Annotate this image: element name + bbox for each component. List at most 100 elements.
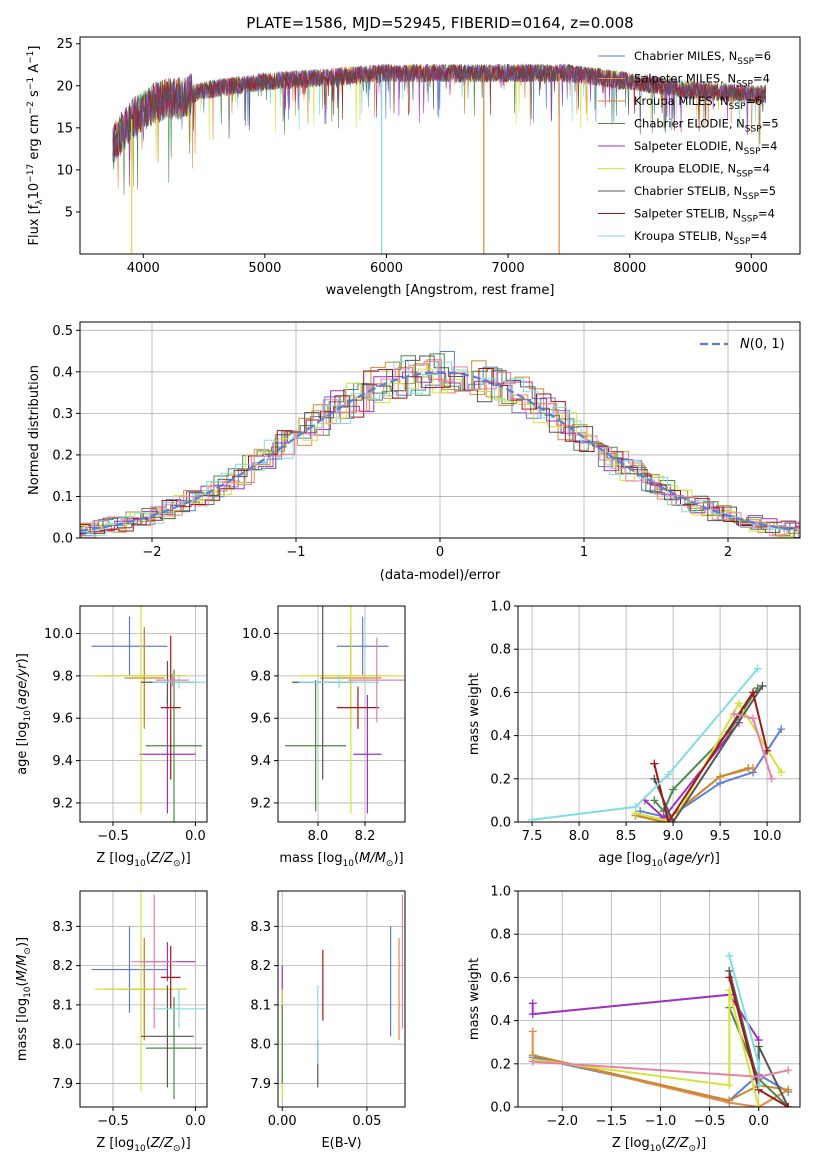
x-tick-label: 8.2 — [355, 829, 376, 844]
plot-area — [281, 894, 404, 1100]
mass-weight-line — [531, 667, 759, 821]
errorbar-point — [124, 627, 165, 729]
y-axis-label: age [log10(age/yr)] — [15, 653, 33, 775]
mass-weight-marker — [730, 710, 739, 718]
histogram-step — [80, 355, 800, 538]
x-tick-label: −1.5 — [596, 1114, 628, 1129]
axes-frame — [517, 890, 801, 1108]
mass-weight-marker — [664, 770, 673, 779]
mass-weight-marker — [749, 714, 757, 723]
y-tick-label: 25 — [56, 37, 73, 52]
plot-area — [112, 63, 766, 254]
errorbar-point — [299, 675, 380, 689]
mass-weight-line — [531, 993, 760, 1041]
x-tick-label: −0.5 — [97, 829, 129, 844]
y-tick-label: 9.2 — [250, 796, 271, 811]
mass-weight-marker — [758, 681, 767, 690]
mass-weight-line — [532, 990, 760, 1107]
y-tick-label: 0.8 — [490, 928, 511, 943]
mass-weight-marker — [669, 818, 678, 822]
y-tick-label: 0.4 — [490, 729, 511, 744]
axes-frame — [79, 36, 801, 255]
axes-frame — [79, 890, 208, 1108]
y-tick-label: 8.3 — [52, 920, 73, 935]
histogram-step — [80, 371, 800, 535]
x-tick-label: −0.5 — [694, 1114, 726, 1129]
histogram-step — [80, 368, 800, 538]
y-tick-label: 7.9 — [52, 1077, 73, 1092]
mass-weight-marker — [650, 796, 659, 805]
plot-area — [528, 951, 793, 1107]
x-tick-label: 0.0 — [185, 1114, 206, 1129]
axes-frame — [79, 605, 208, 823]
errorbar-point — [299, 606, 403, 814]
x-axis-label: Z [log10(Z/Z⊙)] — [96, 851, 190, 869]
x-tick-label: 7.5 — [522, 829, 543, 844]
y-tick-label: 0.0 — [490, 1101, 511, 1116]
errorbar-point — [91, 616, 168, 676]
x-tick-label: 0.05 — [352, 1114, 381, 1129]
y-tick-label: 8.0 — [52, 1038, 73, 1053]
axes-frame — [79, 321, 801, 539]
legend-label: Salpeter MILES, NSSP=4 — [634, 72, 770, 90]
axes-spectrum: 4000 5000 6000 7000 8000 9000 5 10 15 20 25 wavelen… — [26, 36, 801, 298]
legend-label: Kroupa MILES, NSSP=6 — [634, 94, 762, 112]
y-tick-label: 9.2 — [52, 796, 73, 811]
errorbar-point — [145, 669, 203, 822]
errorbar-point — [160, 635, 181, 780]
y-tick-label: 1.0 — [490, 885, 511, 900]
errorbar-point — [145, 997, 203, 1100]
y-tick-label: 8.2 — [250, 959, 271, 974]
x-tick-label: 4000 — [127, 261, 160, 276]
x-tick-label: 7000 — [492, 261, 525, 276]
y-axis-label: Normed distribution — [27, 365, 42, 495]
y-tick-label: 0.4 — [490, 1014, 511, 1029]
x-tick-label: 8.5 — [616, 829, 637, 844]
legend-label: Kroupa STELIB, NSSP=4 — [634, 229, 767, 247]
errorbar-point — [152, 989, 206, 1029]
mass-weight-marker — [631, 802, 640, 811]
y-tick-label: 15 — [56, 121, 73, 136]
x-tick-label: −1 — [286, 545, 305, 560]
x-tick-label: −2 — [142, 545, 161, 560]
x-tick-label: 6000 — [370, 261, 403, 276]
figure-title: PLATE=1586, MJD=52945, FIBERID=0164, z=0… — [246, 14, 633, 32]
mass-weight-marker — [744, 764, 753, 772]
mass-weight-marker — [725, 1081, 734, 1090]
y-axis-label: mass weight — [467, 958, 482, 1040]
x-axis-label: mass [log10(M/M⊙)] — [279, 851, 403, 869]
legend-label: Salpeter ELODIE, NSSP=4 — [634, 139, 777, 157]
errorbar-point — [152, 675, 206, 689]
y-tick-label: 0.8 — [490, 643, 511, 658]
plot-area — [528, 664, 786, 822]
legend-label: Kroupa ELODIE, NSSP=4 — [634, 162, 770, 180]
y-tick-label: 0.0 — [52, 532, 73, 547]
histogram-step — [80, 359, 800, 538]
y-tick-label: 5 — [65, 205, 73, 220]
y-tick-label: 10.0 — [242, 627, 271, 642]
x-tick-label: 0.0 — [185, 829, 206, 844]
errorbar-point — [285, 680, 347, 812]
y-axis-label: mass [log10(M/M⊙)] — [15, 937, 33, 1061]
mass-weight-marker — [777, 768, 786, 777]
y-tick-label: 0.1 — [52, 490, 73, 505]
x-axis-label: Z [log10(Z/Z⊙)] — [612, 1136, 706, 1154]
y-tick-label: 20 — [56, 79, 73, 94]
y-tick-label: 9.6 — [250, 712, 271, 727]
y-tick-label: 0.3 — [52, 407, 73, 422]
mass-weight-series — [730, 710, 776, 783]
axes-age_vs_Z: −0.5 0.0 9.2 9.4 9.6 9.8 10.0 Z [log10(Z/Z⊙)] ag… — [15, 605, 208, 869]
normal-reference-curve — [80, 371, 798, 532]
y-tick-label: 8.1 — [250, 998, 271, 1013]
y-tick-label: 9.8 — [52, 669, 73, 684]
axes-frame — [277, 605, 406, 823]
x-tick-label: 10.0 — [753, 829, 782, 844]
axes-mass_weight_vs_Z: −2.0 −1.5 −1.0 −0.5 0.0 0.0 0.2 0.4 0.6 0.8 1.0 Z [… — [467, 885, 801, 1154]
y-axis-label: mass weight — [467, 673, 482, 755]
x-axis-label: E(B-V) — [321, 1136, 361, 1151]
y-tick-label: 7.9 — [250, 1077, 271, 1092]
axes-residuals: −2 −1 0 1 2 0.0 0.1 0.2 0.3 0.4 0.5 (data-model)/er… — [27, 321, 801, 583]
x-tick-label: 9000 — [735, 261, 768, 276]
x-tick-label: 1 — [580, 545, 588, 560]
x-tick-label: −1.0 — [645, 1114, 677, 1129]
